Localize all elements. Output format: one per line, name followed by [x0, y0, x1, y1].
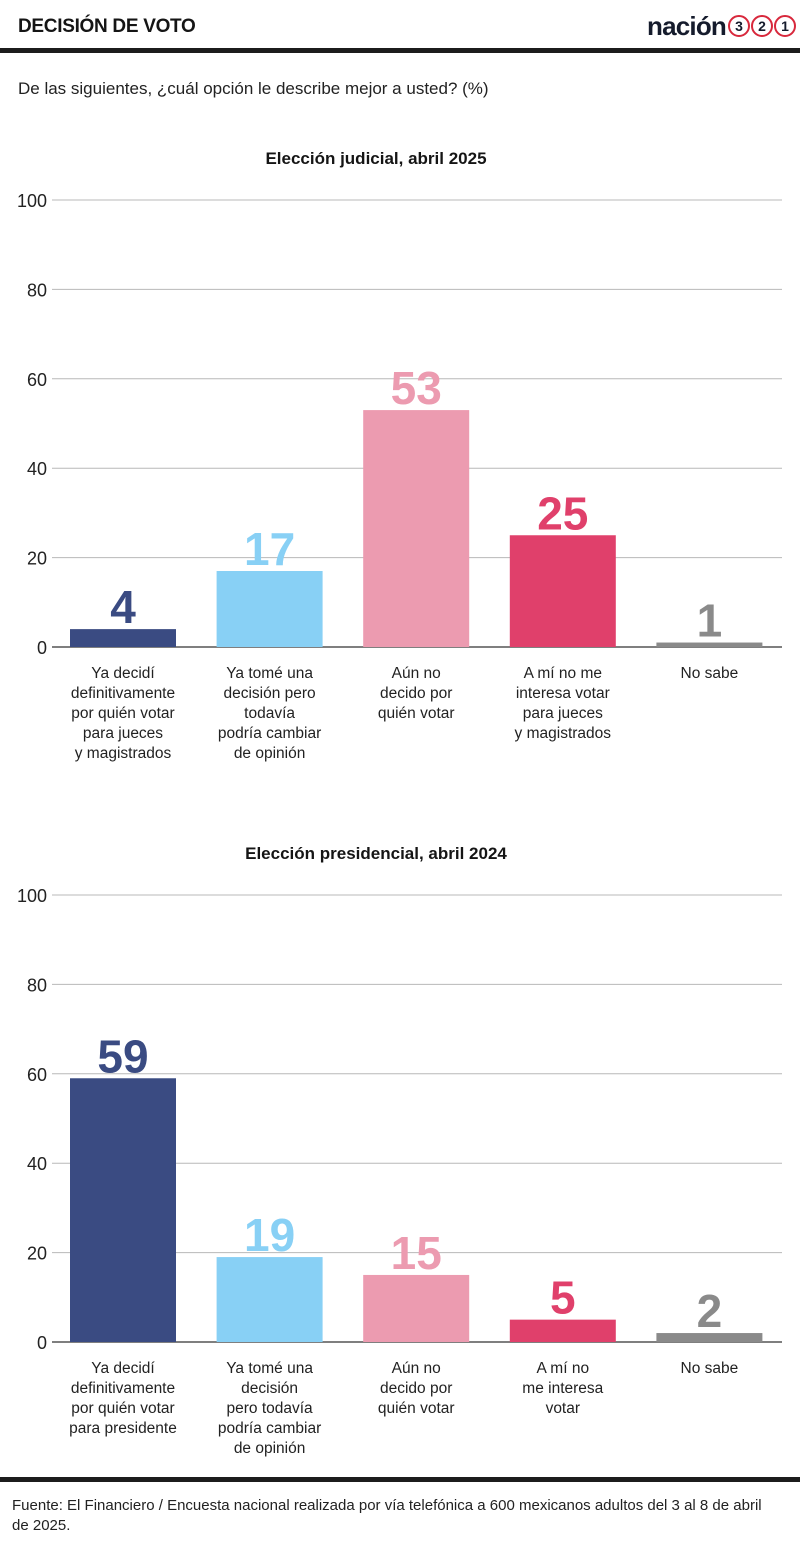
value-label: 59: [97, 1030, 148, 1082]
value-label: 15: [391, 1227, 442, 1279]
y-tick-label: 100: [17, 191, 47, 211]
category-label: Aún no decido por quién votar: [378, 1360, 455, 1417]
bar: [70, 629, 176, 647]
chart-title: Elección judicial, abril 2025: [265, 149, 486, 168]
y-tick-label: 20: [27, 1244, 47, 1264]
bar: [216, 1257, 323, 1342]
y-tick-label: 0: [37, 638, 47, 658]
y-tick-label: 60: [27, 1065, 47, 1085]
bar: [363, 410, 470, 647]
survey-question: De las siguientes, ¿cuál opción le descr…: [18, 79, 489, 98]
y-tick-label: 100: [17, 886, 47, 906]
y-tick-label: 60: [27, 370, 47, 390]
value-label: 53: [391, 362, 442, 414]
bar: [656, 1333, 763, 1342]
value-label: 5: [550, 1272, 576, 1324]
chart-presidential: Elección presidencial, abril 2024 0 20 40 60…: [17, 844, 782, 1457]
value-label: 2: [697, 1285, 723, 1337]
category-label: A mí no me interesa votar para jueces y mag…: [515, 665, 612, 742]
brand-digit-2: 2: [751, 15, 773, 37]
footer-divider: [0, 1477, 800, 1482]
category-label: Ya decidí definitivamente por quién votar p…: [71, 665, 175, 762]
brand-logo: nación 3 2 1: [647, 10, 796, 42]
page-title: DECISIÓN DE VOTO: [18, 16, 196, 37]
brand-digit-1: 3: [728, 15, 750, 37]
brand-word: nación: [647, 10, 727, 41]
category-label: Ya tomé una decisión pero todavía podría ca…: [218, 1360, 321, 1457]
y-tick-label: 40: [27, 1154, 47, 1174]
category-label: No sabe: [681, 665, 739, 682]
value-label: 19: [244, 1209, 295, 1261]
category-label: Aún no decido por quién votar: [378, 665, 455, 722]
category-label: Ya tomé una decisión pero todavía podría ca…: [218, 665, 321, 762]
y-tick-label: 40: [27, 459, 47, 479]
y-tick-label: 80: [27, 280, 47, 300]
value-label: 25: [537, 487, 588, 539]
bar: [509, 1319, 616, 1342]
bar: [216, 571, 323, 647]
bar: [656, 642, 763, 647]
chart-judicial: Elección judicial, abril 2025 0 20 40 60 80 10…: [17, 149, 782, 762]
category-label: No sabe: [681, 1360, 739, 1377]
y-tick-label: 0: [37, 1333, 47, 1353]
value-label: 1: [697, 595, 723, 647]
header: DECISIÓN DE VOTO nación 3 2 1: [0, 0, 800, 50]
bar: [70, 1078, 176, 1342]
y-tick-label: 20: [27, 549, 47, 569]
bar: [363, 1274, 470, 1342]
bar: [509, 535, 616, 647]
category-label: Ya decidí definitivamente por quién votar p…: [69, 1360, 177, 1437]
value-label: 4: [110, 581, 136, 633]
brand-digit-3: 1: [774, 15, 796, 37]
source-note: Fuente: El Financiero / Encuesta naciona…: [12, 1497, 762, 1534]
value-label: 17: [244, 523, 295, 575]
y-tick-label: 80: [27, 975, 47, 995]
chart-title: Elección presidencial, abril 2024: [245, 844, 507, 863]
category-label: A mí no me interesa votar: [522, 1360, 603, 1417]
header-divider: [0, 48, 800, 53]
